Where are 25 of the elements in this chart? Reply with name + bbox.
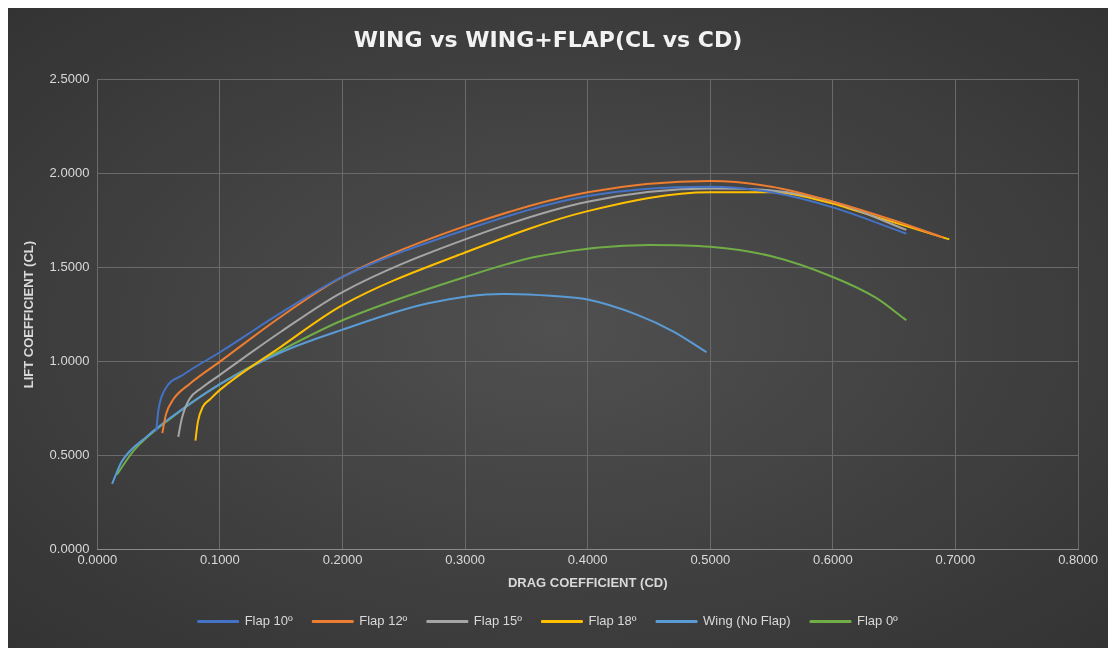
x-tick-label: 0.6000 <box>812 552 853 568</box>
y-tick-label: 2.0000 <box>49 165 90 181</box>
line-series <box>111 292 708 485</box>
x-tick-label: 0.4000 <box>567 552 608 568</box>
x-tick-label: 0.1000 <box>200 552 240 568</box>
legend-label: Flap 18º <box>588 613 637 629</box>
y-tick-label: 1.0000 <box>49 353 90 369</box>
x-axis-title: DRAG COEFFICIENT (CD) <box>507 574 668 590</box>
y-axis-title: LIFT COEFFICIENT (CL) <box>21 240 37 389</box>
legend-label: Flap 12º <box>359 613 408 629</box>
x-tick-label: 0.5000 <box>690 552 731 568</box>
legend-label: Flap 10º <box>244 613 293 629</box>
x-tick-label: 0.0000 <box>77 552 118 568</box>
line-series <box>115 243 908 476</box>
x-tick-label: 0.8000 <box>1058 552 1098 568</box>
legend-label: Flap 15º <box>473 613 523 629</box>
x-tick-label: 0.3000 <box>445 552 485 568</box>
legend-label: Flap 0º <box>856 613 899 629</box>
x-tick-label: 0.2000 <box>322 552 363 568</box>
legend-label: Wing (No Flap) <box>703 613 791 629</box>
y-tick-label: 0.5000 <box>49 447 90 463</box>
x-tick-label: 0.7000 <box>935 552 976 568</box>
chart-title: WING vs WING+FLAP(CL vs CD) <box>353 26 743 52</box>
y-tick-label: 2.5000 <box>49 70 90 86</box>
y-tick-label: 1.5000 <box>49 259 90 275</box>
